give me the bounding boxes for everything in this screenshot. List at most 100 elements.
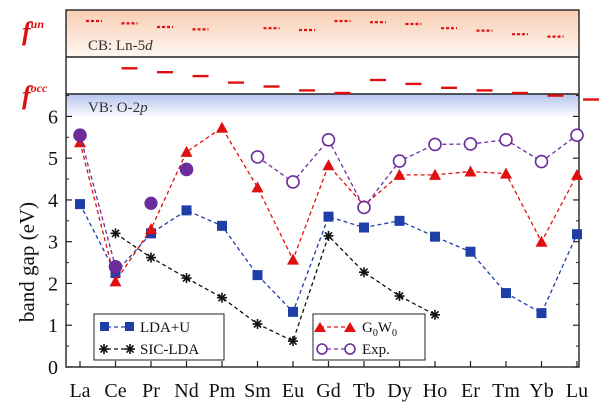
data-point-dy — [394, 215, 405, 226]
data-point-tb-stroke — [359, 268, 369, 277]
legend-sic-star-right-stroke — [125, 344, 135, 354]
x-tick-label: Yb — [529, 380, 553, 402]
x-tick-label: Ho — [423, 380, 447, 402]
data-point-nd — [180, 145, 193, 157]
legend-lda-text: LDA+U — [140, 320, 190, 336]
legend-g0w0-marker — [314, 322, 326, 332]
series-line — [79, 203, 578, 315]
filled-point-la — [73, 128, 87, 142]
y-axis-label: band gap (eV) — [15, 202, 39, 322]
data-point-sm — [252, 318, 263, 329]
legend-exp-marker-right — [344, 343, 356, 355]
legend-g0w0-text: G0W0 — [362, 320, 397, 339]
x-tick-label: Dy — [387, 380, 411, 402]
series-line — [257, 134, 578, 209]
data-point-ho — [430, 309, 440, 320]
data-point-la — [75, 199, 85, 210]
level-panel: CB: Ln-5d VB: O-2p fun focc — [22, 10, 599, 118]
data-point-gd-stroke — [324, 231, 333, 240]
data-point-dy — [393, 168, 406, 180]
data-point-ho — [428, 137, 442, 152]
data-point-gd — [323, 230, 334, 241]
y-tick-label: 4 — [48, 190, 58, 212]
x-tick-label: Tm — [492, 380, 520, 402]
filled-point-nd — [179, 162, 194, 177]
data-point-er — [463, 137, 478, 151]
legend-sic-star-right — [125, 344, 135, 354]
legend-sic-star — [99, 344, 109, 354]
data-point-ho-stroke — [430, 310, 440, 319]
data-point-tb — [357, 200, 371, 215]
y-tick-label: 2 — [48, 273, 58, 295]
data-point-tm — [499, 133, 513, 147]
legend-lda-marker — [100, 322, 109, 331]
data-point-nd — [181, 205, 192, 216]
data-point-pr — [146, 252, 156, 263]
legend-right: G0W0 Exp. — [312, 313, 426, 361]
legend-exp-marker — [316, 343, 328, 355]
x-tick-label: Nd — [174, 380, 198, 402]
data-point-eu-stroke — [288, 337, 298, 346]
filled-point-ce — [108, 260, 123, 274]
x-axis: La Ce Pr Nd Pm Sm Eu Gd Tb Dy Ho Er Tm Yb Lu — [69, 361, 588, 402]
cb-label: CB: Ln-5d — [88, 38, 153, 54]
legend-right-box — [312, 313, 426, 361]
x-tick-label: Gd — [316, 380, 340, 402]
valence-band-region — [66, 94, 579, 118]
legend-sic-marker — [99, 344, 135, 354]
data-point-ho — [430, 231, 440, 242]
data-point-yb — [535, 235, 548, 247]
legend-lda-marker-right — [125, 322, 134, 331]
data-point-pm — [217, 292, 227, 303]
data-point-yb — [534, 154, 549, 169]
data-point-pr-stroke — [146, 253, 156, 262]
f-level-marks — [86, 19, 599, 101]
data-point-pm — [217, 220, 227, 231]
data-point-tm — [501, 288, 511, 299]
y-tick-label: 3 — [48, 232, 58, 254]
series-line — [79, 135, 117, 267]
data-point-dy — [392, 154, 407, 168]
f-unoccupied-label: fun — [22, 17, 44, 46]
data-point-lu — [571, 168, 583, 180]
data-point-yb — [536, 308, 547, 319]
x-tick-label: Sm — [244, 380, 271, 402]
data-point-tm — [500, 167, 512, 179]
conduction-band-region — [66, 10, 579, 57]
data-point-er — [465, 246, 476, 257]
data-point-dy — [394, 291, 405, 301]
data-point-ho — [429, 168, 441, 180]
data-point-ce — [110, 228, 121, 239]
data-point-tb — [359, 222, 369, 233]
legend-left-box — [93, 313, 225, 361]
data-point-sm — [251, 181, 264, 193]
filled-circle-points — [73, 128, 194, 274]
data-point-eu — [288, 336, 298, 347]
series-sic-lda — [110, 228, 440, 347]
data-point-ce-stroke — [111, 229, 120, 238]
data-point-pm — [216, 121, 228, 133]
data-point-gd — [322, 159, 335, 171]
legend-exp-text: Exp. — [362, 342, 390, 358]
legend-g0w0-marker-right — [344, 322, 356, 332]
f-occupied-label: focc — [22, 81, 48, 110]
data-point-eu — [288, 306, 298, 317]
x-tick-label: Ce — [104, 380, 126, 402]
x-tick-label: Eu — [282, 380, 304, 402]
filled-point-pr — [144, 196, 158, 210]
y-tick-label: 5 — [48, 148, 58, 170]
data-point-sm-stroke — [253, 319, 262, 329]
y-tick-label: 0 — [48, 357, 58, 379]
data-point-pr — [145, 223, 157, 235]
data-point-ce — [109, 275, 122, 287]
data-point-eu — [287, 253, 299, 265]
data-point-nd — [181, 273, 192, 284]
y-tick-label: 6 — [48, 106, 58, 128]
x-tick-label: Lu — [566, 380, 588, 402]
vb-label: VB: O-2p — [88, 100, 148, 116]
data-point-nd-stroke — [182, 273, 191, 283]
series-line — [115, 232, 436, 343]
legend-sic-star-stroke — [99, 344, 109, 354]
data-point-eu — [286, 175, 300, 189]
x-tick-label: Tb — [353, 380, 375, 402]
